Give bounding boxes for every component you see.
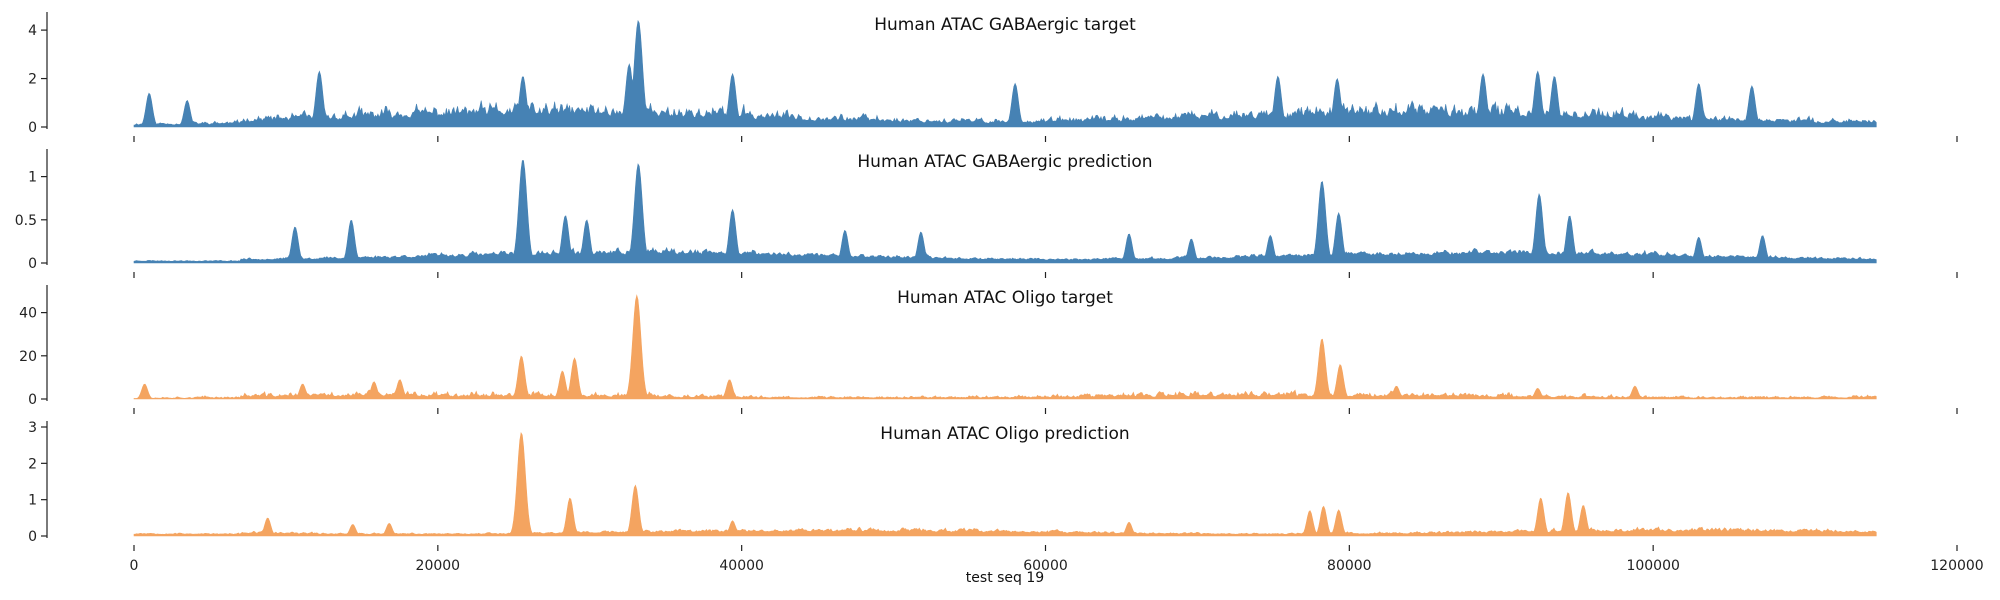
y-tick-label: 0 xyxy=(28,120,37,136)
y-tick-label: 4 xyxy=(28,23,37,39)
panel-title: Human ATAC GABAergic target xyxy=(874,15,1136,35)
y-tick-label: 0 xyxy=(28,529,37,545)
area-series-1 xyxy=(133,19,1877,128)
x-tick-label: 80000 xyxy=(1327,558,1372,574)
x-tick-label: 60000 xyxy=(1023,558,1068,574)
y-tick-label: 0.5 xyxy=(15,213,37,229)
panel-4: 0 1 2 3 Human ATAC Oligo prediction xyxy=(28,420,1958,551)
area-series-4 xyxy=(133,431,1877,537)
panel-3: 0 20 40 Human ATAC Oligo target xyxy=(19,285,1958,414)
y-tick-label: 2 xyxy=(28,72,37,88)
y-tick-label: 0 xyxy=(28,256,37,272)
y-tick-label: 20 xyxy=(19,349,37,365)
y-tick-label: 40 xyxy=(19,306,37,322)
y-tick-label: 0 xyxy=(28,392,37,408)
x-tick-label: 0 xyxy=(130,558,139,574)
x-axis-title: test seq 19 xyxy=(966,570,1044,586)
x-tick-label: 20000 xyxy=(416,558,461,574)
panel-1: 0 2 4 Human ATAC GABAergic target xyxy=(28,12,1958,142)
x-tick-label: 100000 xyxy=(1626,558,1679,574)
x-tick-label: 40000 xyxy=(719,558,764,574)
panel-title: Human ATAC Oligo prediction xyxy=(880,424,1129,444)
area-series-2 xyxy=(133,160,1877,264)
y-tick-label: 1 xyxy=(28,170,37,186)
panel-title: Human ATAC GABAergic prediction xyxy=(857,152,1152,172)
y-tick-label: 2 xyxy=(28,456,37,472)
y-tick-label: 3 xyxy=(28,420,37,436)
y-tick-label: 1 xyxy=(28,493,37,509)
panel-title: Human ATAC Oligo target xyxy=(897,288,1113,308)
panel-2: 0 0.5 1 Human ATAC GABAergic prediction xyxy=(15,149,1958,278)
area-series-3 xyxy=(133,294,1877,400)
x-tick-label: 120000 xyxy=(1930,558,1983,574)
